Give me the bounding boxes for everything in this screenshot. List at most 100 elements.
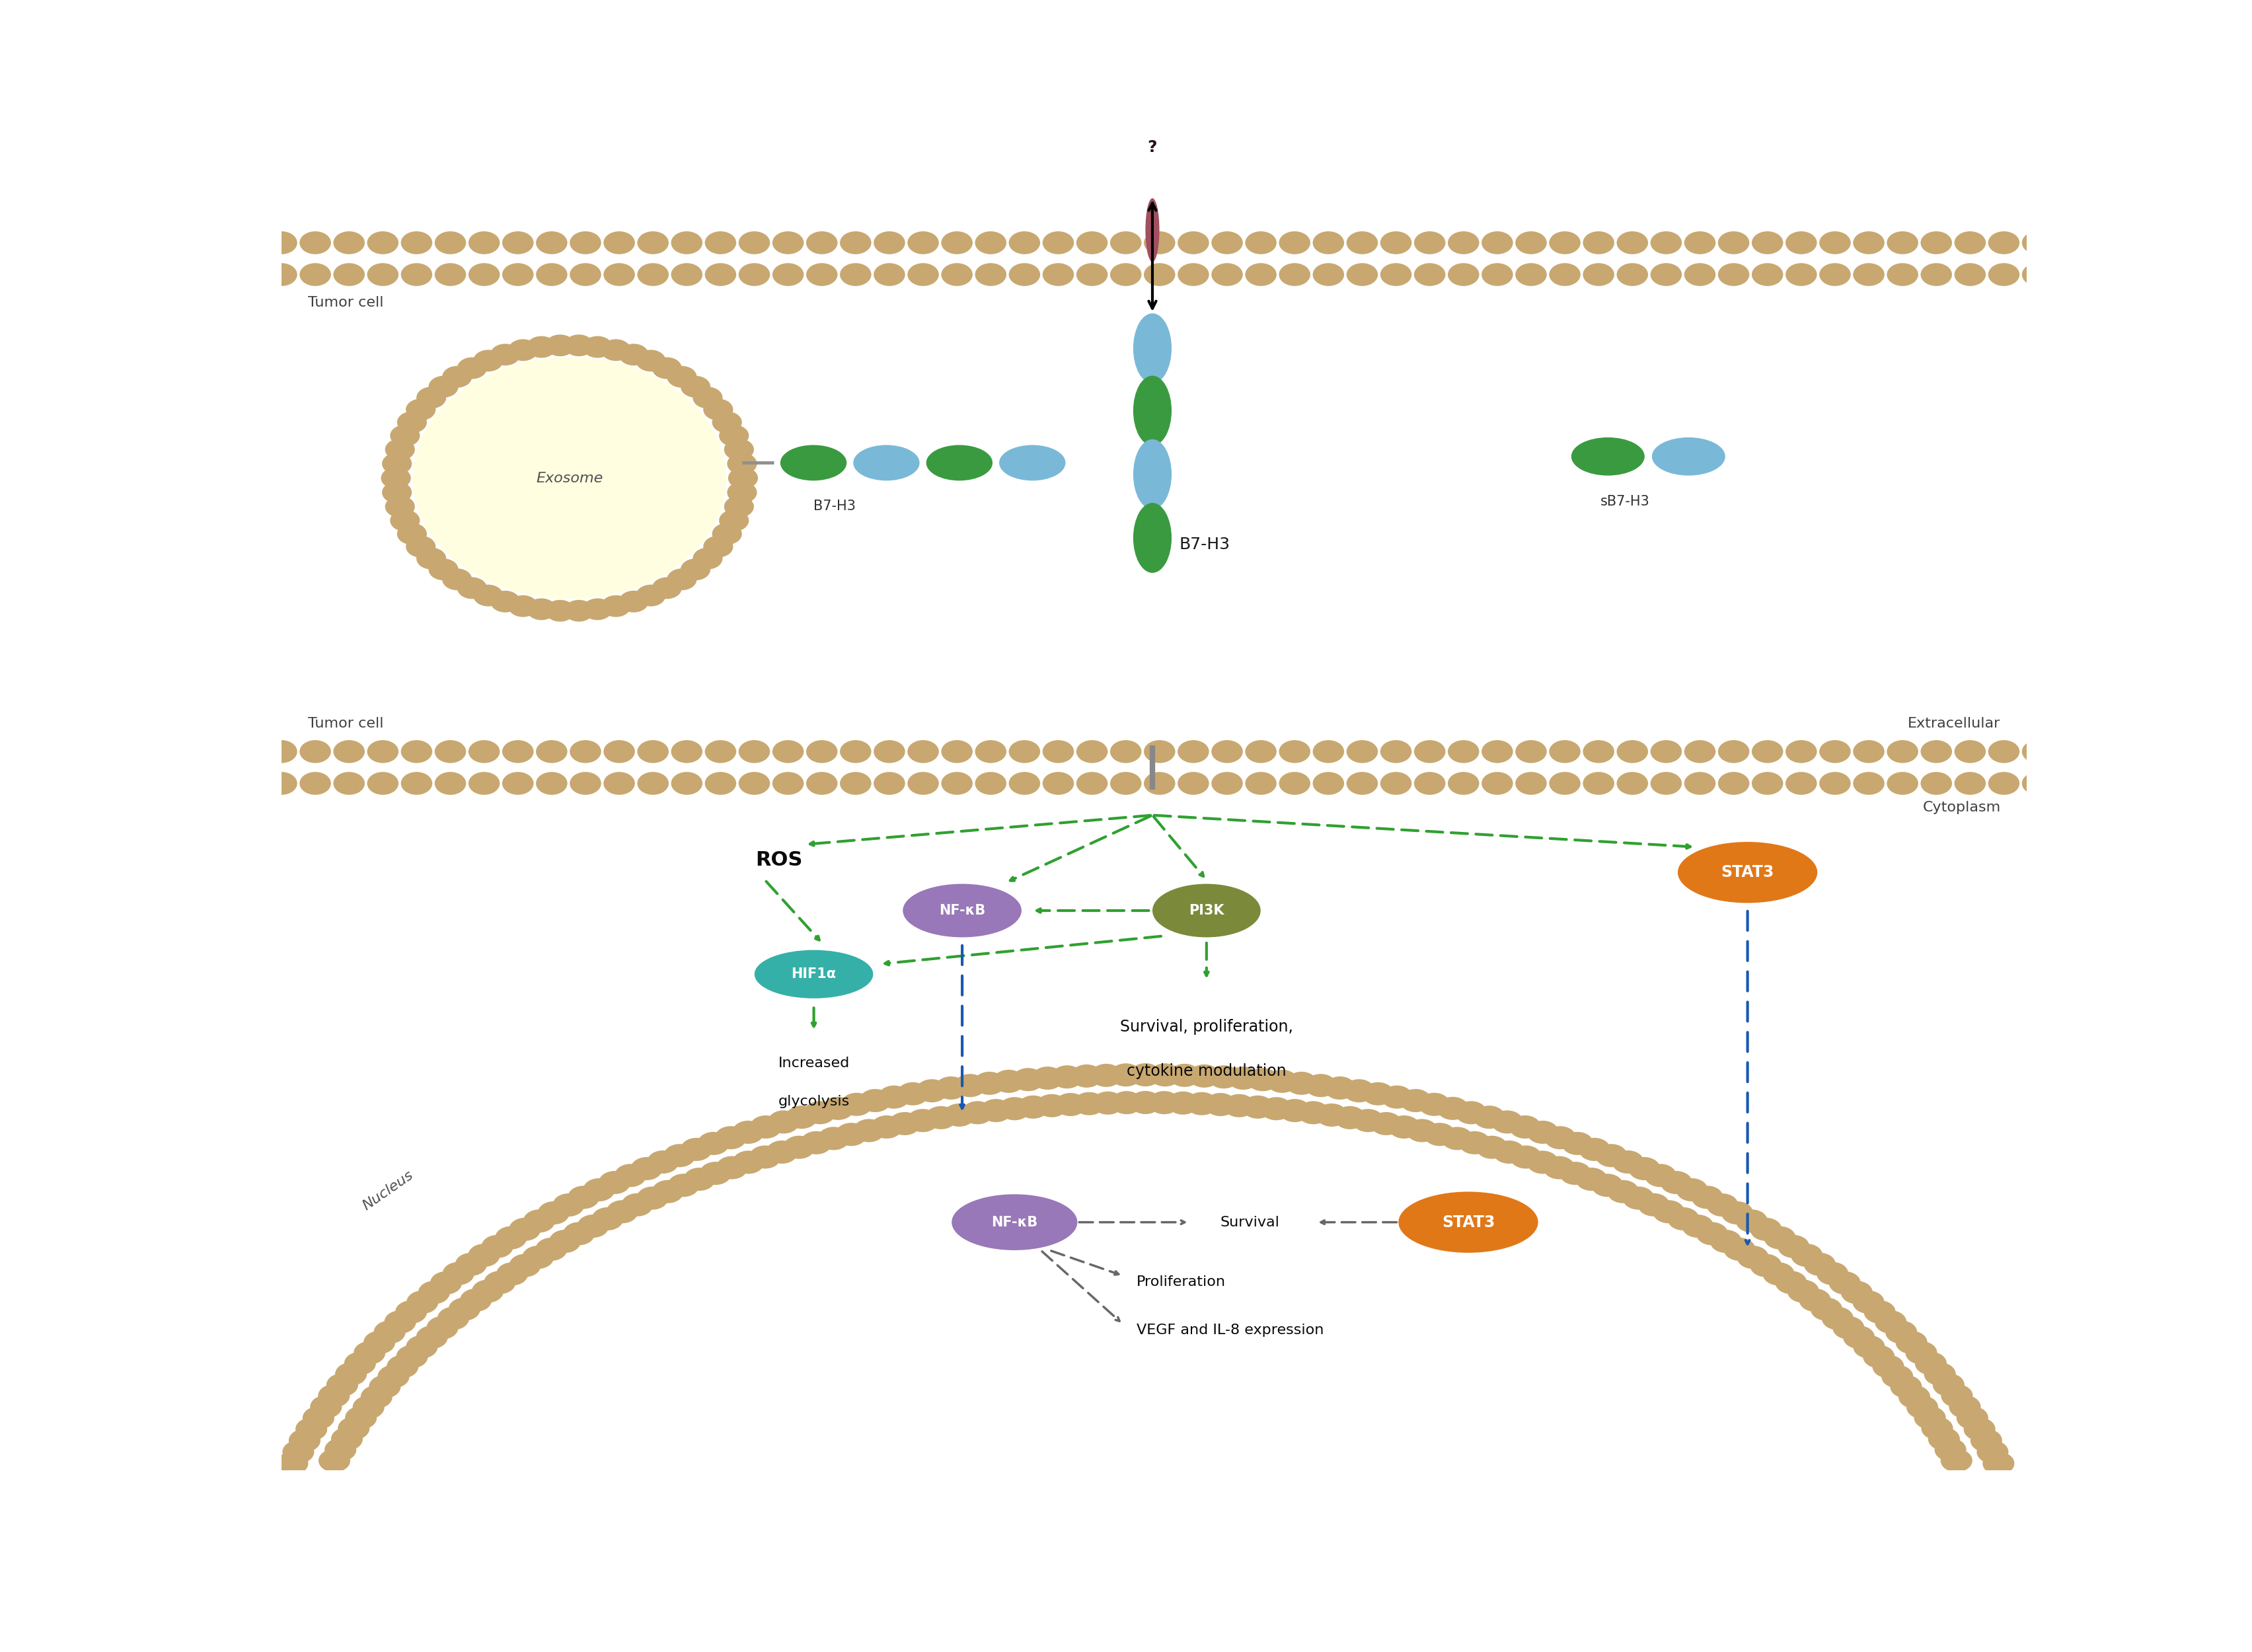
Circle shape [378, 1365, 410, 1388]
Ellipse shape [926, 444, 993, 481]
Circle shape [725, 439, 754, 461]
Circle shape [300, 740, 331, 763]
Circle shape [973, 1072, 1004, 1095]
Circle shape [1149, 1064, 1180, 1087]
Circle shape [1921, 231, 1952, 254]
Circle shape [705, 231, 736, 254]
Circle shape [1709, 1229, 1741, 1252]
Circle shape [1666, 1208, 1700, 1231]
Circle shape [768, 1110, 799, 1133]
Circle shape [1110, 771, 1142, 795]
Circle shape [772, 263, 804, 286]
Circle shape [1932, 1373, 1964, 1396]
Circle shape [331, 1427, 363, 1450]
Circle shape [1628, 1156, 1660, 1180]
Circle shape [1076, 771, 1108, 795]
Circle shape [1074, 1092, 1106, 1115]
Circle shape [878, 1085, 910, 1108]
Circle shape [1448, 263, 1480, 286]
Circle shape [394, 1300, 428, 1323]
Circle shape [417, 1325, 448, 1348]
Circle shape [1131, 1064, 1162, 1087]
Circle shape [671, 231, 703, 254]
Circle shape [527, 598, 556, 620]
Circle shape [1718, 263, 1750, 286]
Circle shape [599, 1171, 631, 1194]
Circle shape [1583, 771, 1615, 795]
Circle shape [1205, 1094, 1236, 1117]
Circle shape [1011, 1067, 1045, 1092]
Circle shape [835, 1123, 867, 1146]
Circle shape [840, 1092, 872, 1117]
Circle shape [383, 453, 412, 474]
Text: Extracellular: Extracellular [1907, 717, 2000, 730]
Circle shape [1279, 740, 1311, 763]
Circle shape [1414, 263, 1446, 286]
Circle shape [1718, 231, 1750, 254]
Circle shape [631, 1156, 662, 1180]
Circle shape [601, 595, 631, 616]
Circle shape [509, 339, 538, 360]
Circle shape [1853, 1290, 1885, 1313]
Circle shape [2022, 231, 2054, 254]
Circle shape [1660, 1171, 1691, 1194]
Circle shape [635, 350, 667, 372]
Circle shape [396, 1345, 428, 1368]
Text: STAT3: STAT3 [1721, 864, 1775, 881]
Text: HIF1α: HIF1α [790, 968, 835, 981]
Circle shape [338, 1417, 369, 1441]
Circle shape [1241, 1095, 1275, 1118]
Circle shape [1380, 771, 1412, 795]
Circle shape [980, 1099, 1011, 1122]
Circle shape [583, 335, 613, 358]
Circle shape [482, 1236, 513, 1259]
Circle shape [1682, 1214, 1714, 1237]
Circle shape [750, 1145, 781, 1168]
Circle shape [926, 1107, 957, 1130]
Circle shape [367, 771, 399, 795]
Circle shape [396, 411, 428, 433]
Circle shape [772, 740, 804, 763]
Circle shape [502, 771, 534, 795]
Circle shape [266, 740, 297, 763]
Circle shape [1583, 263, 1615, 286]
Circle shape [1865, 1300, 1896, 1323]
Text: Tumor cell: Tumor cell [309, 296, 383, 309]
Circle shape [1009, 771, 1040, 795]
Circle shape [468, 231, 500, 254]
Circle shape [908, 740, 939, 763]
Circle shape [1009, 263, 1040, 286]
Circle shape [1052, 1066, 1083, 1089]
Circle shape [435, 231, 466, 254]
Circle shape [1788, 1280, 1820, 1303]
Circle shape [1189, 1064, 1221, 1087]
Circle shape [570, 771, 601, 795]
Circle shape [1545, 1127, 1576, 1150]
Circle shape [1752, 771, 1784, 795]
Circle shape [1763, 1226, 1795, 1249]
Circle shape [941, 263, 973, 286]
Circle shape [1971, 1429, 2002, 1452]
Circle shape [1351, 1108, 1385, 1132]
Circle shape [1817, 1262, 1849, 1285]
Circle shape [1347, 263, 1378, 286]
Circle shape [1475, 1135, 1507, 1158]
Circle shape [667, 367, 696, 388]
Circle shape [1853, 740, 1885, 763]
Circle shape [563, 600, 595, 621]
Text: B7-H3: B7-H3 [813, 499, 856, 512]
Circle shape [324, 1439, 356, 1462]
Circle shape [727, 468, 759, 489]
Circle shape [419, 1280, 450, 1303]
Circle shape [473, 350, 502, 372]
Circle shape [1245, 771, 1277, 795]
Circle shape [854, 1118, 885, 1142]
Circle shape [1955, 263, 1986, 286]
Circle shape [536, 740, 568, 763]
Ellipse shape [754, 950, 874, 998]
Circle shape [536, 1237, 568, 1260]
Circle shape [1516, 231, 1547, 254]
Circle shape [1313, 740, 1344, 763]
Circle shape [1212, 771, 1243, 795]
Circle shape [468, 263, 500, 286]
